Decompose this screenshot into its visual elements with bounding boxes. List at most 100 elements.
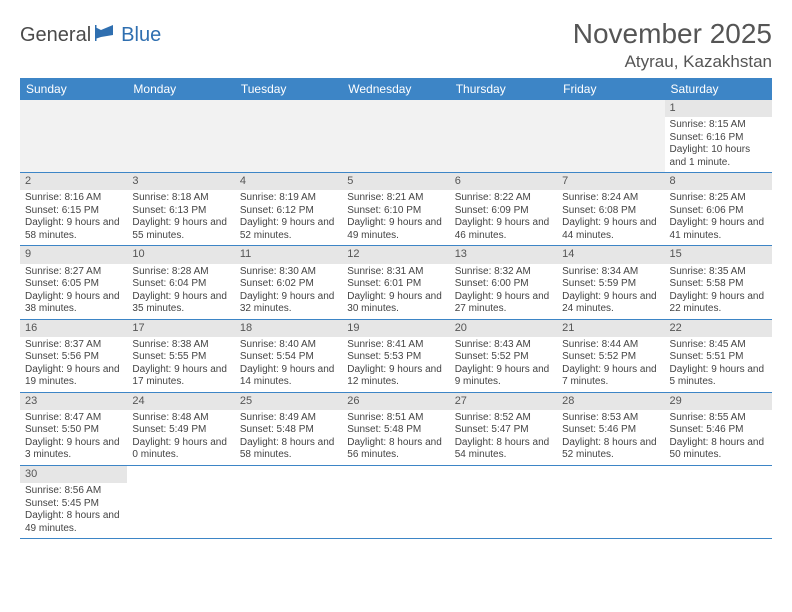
day-body: Sunrise: 8:49 AMSunset: 5:48 PMDaylight:… [235, 410, 342, 465]
day-cell: 21Sunrise: 8:44 AMSunset: 5:52 PMDayligh… [557, 319, 664, 392]
daylight-text: Daylight: 9 hours and 41 minutes. [670, 217, 767, 242]
sunrise-text: Sunrise: 8:27 AM [25, 266, 122, 279]
day-cell: 6Sunrise: 8:22 AMSunset: 6:09 PMDaylight… [450, 173, 557, 246]
daylight-text: Daylight: 10 hours and 1 minute. [670, 144, 767, 169]
logo: General Blue [20, 24, 161, 47]
day-body: Sunrise: 8:25 AMSunset: 6:06 PMDaylight:… [665, 190, 772, 245]
day-number: 18 [235, 320, 342, 337]
sunset-text: Sunset: 5:51 PM [670, 351, 767, 364]
day-cell: 25Sunrise: 8:49 AMSunset: 5:48 PMDayligh… [235, 392, 342, 465]
day-body: Sunrise: 8:18 AMSunset: 6:13 PMDaylight:… [127, 190, 234, 245]
sunrise-text: Sunrise: 8:51 AM [347, 412, 444, 425]
day-body: Sunrise: 8:52 AMSunset: 5:47 PMDaylight:… [450, 410, 557, 465]
sunrise-text: Sunrise: 8:35 AM [670, 266, 767, 279]
day-number: 7 [557, 173, 664, 190]
sunset-text: Sunset: 5:46 PM [562, 424, 659, 437]
sunrise-text: Sunrise: 8:48 AM [132, 412, 229, 425]
day-number: 12 [342, 246, 449, 263]
day-body: Sunrise: 8:45 AMSunset: 5:51 PMDaylight:… [665, 337, 772, 392]
day-cell: 14Sunrise: 8:34 AMSunset: 5:59 PMDayligh… [557, 246, 664, 319]
day-body: Sunrise: 8:41 AMSunset: 5:53 PMDaylight:… [342, 337, 449, 392]
day-cell: 28Sunrise: 8:53 AMSunset: 5:46 PMDayligh… [557, 392, 664, 465]
day-number: 4 [235, 173, 342, 190]
day-cell: 17Sunrise: 8:38 AMSunset: 5:55 PMDayligh… [127, 319, 234, 392]
day-number: 16 [20, 320, 127, 337]
day-cell: 15Sunrise: 8:35 AMSunset: 5:58 PMDayligh… [665, 246, 772, 319]
day-number: 6 [450, 173, 557, 190]
day-number: 5 [342, 173, 449, 190]
sunrise-text: Sunrise: 8:24 AM [562, 192, 659, 205]
day-number: 19 [342, 320, 449, 337]
sunset-text: Sunset: 5:47 PM [455, 424, 552, 437]
daylight-text: Daylight: 9 hours and 27 minutes. [455, 291, 552, 316]
day-body: Sunrise: 8:48 AMSunset: 5:49 PMDaylight:… [127, 410, 234, 465]
day-cell: 10Sunrise: 8:28 AMSunset: 6:04 PMDayligh… [127, 246, 234, 319]
day-number: 17 [127, 320, 234, 337]
sunrise-text: Sunrise: 8:52 AM [455, 412, 552, 425]
daylight-text: Daylight: 9 hours and 38 minutes. [25, 291, 122, 316]
sunset-text: Sunset: 5:45 PM [25, 498, 122, 511]
daylight-text: Daylight: 9 hours and 55 minutes. [132, 217, 229, 242]
sunset-text: Sunset: 6:02 PM [240, 278, 337, 291]
sunrise-text: Sunrise: 8:44 AM [562, 339, 659, 352]
logo-text-blue: Blue [121, 24, 161, 47]
sunset-text: Sunset: 5:46 PM [670, 424, 767, 437]
day-body: Sunrise: 8:22 AMSunset: 6:09 PMDaylight:… [450, 190, 557, 245]
day-body: Sunrise: 8:31 AMSunset: 6:01 PMDaylight:… [342, 264, 449, 319]
sunset-text: Sunset: 5:56 PM [25, 351, 122, 364]
daylight-text: Daylight: 8 hours and 58 minutes. [240, 437, 337, 462]
day-cell: 26Sunrise: 8:51 AMSunset: 5:48 PMDayligh… [342, 392, 449, 465]
daylight-text: Daylight: 8 hours and 50 minutes. [670, 437, 767, 462]
sunrise-text: Sunrise: 8:15 AM [670, 119, 767, 132]
daylight-text: Daylight: 9 hours and 52 minutes. [240, 217, 337, 242]
sunset-text: Sunset: 5:52 PM [455, 351, 552, 364]
day-body: Sunrise: 8:40 AMSunset: 5:54 PMDaylight:… [235, 337, 342, 392]
daylight-text: Daylight: 8 hours and 56 minutes. [347, 437, 444, 462]
daylight-text: Daylight: 9 hours and 58 minutes. [25, 217, 122, 242]
day-body: Sunrise: 8:34 AMSunset: 5:59 PMDaylight:… [557, 264, 664, 319]
day-body: Sunrise: 8:28 AMSunset: 6:04 PMDaylight:… [127, 264, 234, 319]
empty-cell [450, 465, 557, 538]
day-body: Sunrise: 8:56 AMSunset: 5:45 PMDaylight:… [20, 483, 127, 538]
day-number: 26 [342, 393, 449, 410]
day-body: Sunrise: 8:35 AMSunset: 5:58 PMDaylight:… [665, 264, 772, 319]
day-cell: 23Sunrise: 8:47 AMSunset: 5:50 PMDayligh… [20, 392, 127, 465]
daylight-text: Daylight: 9 hours and 19 minutes. [25, 364, 122, 389]
day-number: 29 [665, 393, 772, 410]
weekday-header: Tuesday [235, 78, 342, 100]
day-body: Sunrise: 8:32 AMSunset: 6:00 PMDaylight:… [450, 264, 557, 319]
day-body: Sunrise: 8:37 AMSunset: 5:56 PMDaylight:… [20, 337, 127, 392]
sunset-text: Sunset: 6:04 PM [132, 278, 229, 291]
sunrise-text: Sunrise: 8:34 AM [562, 266, 659, 279]
day-body: Sunrise: 8:53 AMSunset: 5:46 PMDaylight:… [557, 410, 664, 465]
sunrise-text: Sunrise: 8:32 AM [455, 266, 552, 279]
day-cell: 4Sunrise: 8:19 AMSunset: 6:12 PMDaylight… [235, 173, 342, 246]
sunset-text: Sunset: 5:50 PM [25, 424, 122, 437]
location: Atyrau, Kazakhstan [573, 52, 772, 72]
day-body: Sunrise: 8:51 AMSunset: 5:48 PMDaylight:… [342, 410, 449, 465]
daylight-text: Daylight: 9 hours and 30 minutes. [347, 291, 444, 316]
sunrise-text: Sunrise: 8:53 AM [562, 412, 659, 425]
sunrise-text: Sunrise: 8:37 AM [25, 339, 122, 352]
day-cell: 30Sunrise: 8:56 AMSunset: 5:45 PMDayligh… [20, 465, 127, 538]
day-cell: 1Sunrise: 8:15 AMSunset: 6:16 PMDaylight… [665, 100, 772, 173]
sunset-text: Sunset: 6:09 PM [455, 205, 552, 218]
sunrise-text: Sunrise: 8:28 AM [132, 266, 229, 279]
day-number: 25 [235, 393, 342, 410]
daylight-text: Daylight: 9 hours and 3 minutes. [25, 437, 122, 462]
calendar-row: 9Sunrise: 8:27 AMSunset: 6:05 PMDaylight… [20, 246, 772, 319]
day-cell: 12Sunrise: 8:31 AMSunset: 6:01 PMDayligh… [342, 246, 449, 319]
day-number: 27 [450, 393, 557, 410]
day-cell: 9Sunrise: 8:27 AMSunset: 6:05 PMDaylight… [20, 246, 127, 319]
sunrise-text: Sunrise: 8:22 AM [455, 192, 552, 205]
weekday-header: Wednesday [342, 78, 449, 100]
day-cell: 7Sunrise: 8:24 AMSunset: 6:08 PMDaylight… [557, 173, 664, 246]
calendar-row: 30Sunrise: 8:56 AMSunset: 5:45 PMDayligh… [20, 465, 772, 538]
sunset-text: Sunset: 5:54 PM [240, 351, 337, 364]
day-number: 2 [20, 173, 127, 190]
day-number: 24 [127, 393, 234, 410]
sunrise-text: Sunrise: 8:16 AM [25, 192, 122, 205]
weekday-header: Thursday [450, 78, 557, 100]
day-number: 11 [235, 246, 342, 263]
sunrise-text: Sunrise: 8:40 AM [240, 339, 337, 352]
